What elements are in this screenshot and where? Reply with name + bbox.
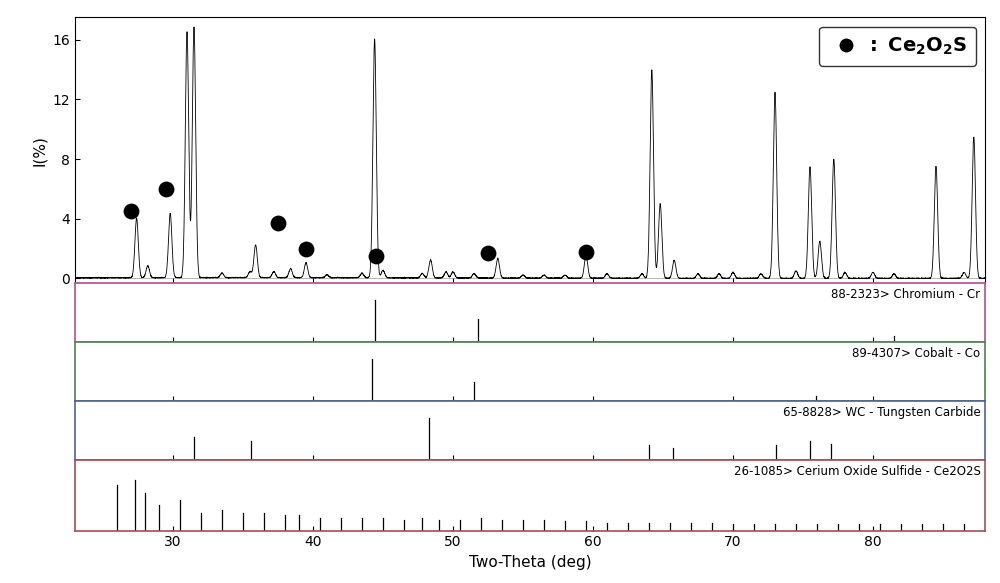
Legend: $\mathbf{:\ Ce_2O_2S}$: $\mathbf{:\ Ce_2O_2S}$ bbox=[819, 26, 976, 66]
Text: 89-4307> Cobalt - Co: 89-4307> Cobalt - Co bbox=[852, 346, 980, 360]
Text: 88-2323> Chromium - Cr: 88-2323> Chromium - Cr bbox=[831, 287, 980, 301]
Point bbox=[123, 206, 139, 216]
Text: 26-1085> Cerium Oxide Sulfide - Ce2O2S: 26-1085> Cerium Oxide Sulfide - Ce2O2S bbox=[734, 465, 980, 479]
Point bbox=[480, 248, 496, 258]
Y-axis label: I(%): I(%) bbox=[32, 135, 47, 166]
Point bbox=[298, 244, 314, 253]
Text: 65-8828> WC - Tungsten Carbide: 65-8828> WC - Tungsten Carbide bbox=[783, 406, 980, 419]
Point bbox=[270, 219, 286, 228]
X-axis label: Two-Theta (deg): Two-Theta (deg) bbox=[469, 555, 591, 570]
Point bbox=[368, 251, 384, 261]
Point bbox=[578, 247, 594, 256]
Point bbox=[158, 184, 174, 194]
